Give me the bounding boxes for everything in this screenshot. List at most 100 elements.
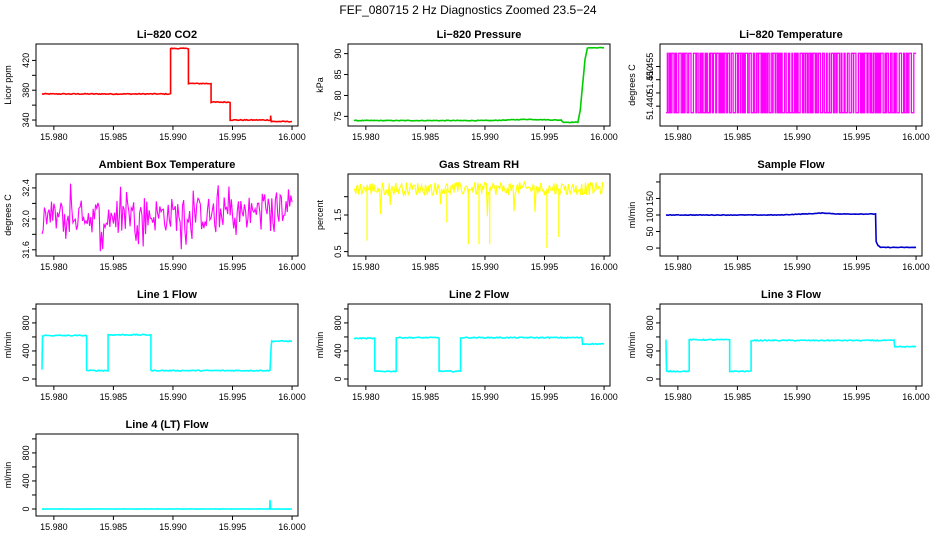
x-tick-label: 16.000: [902, 392, 930, 402]
plot-frame: [35, 173, 299, 257]
y-tick-label: 0: [21, 376, 31, 381]
chart-panel: Sample Flow ml/min 15.980 15.985 15.990 15.99…: [627, 159, 930, 272]
x-tick-label: 15.990: [159, 522, 187, 532]
y-tick-label: 100: [645, 207, 655, 222]
chart-panel: Li−820 Temperature degrees C 15.980 15.985 1…: [627, 29, 930, 142]
series-line: [665, 338, 917, 373]
y-tick-label: 75: [333, 111, 343, 121]
x-tick-label: 15.985: [100, 262, 128, 272]
chart-title: Line 1 Flow: [137, 289, 197, 301]
chart-panel: Ambient Box Temperature degrees C 15.980 15…: [3, 159, 306, 272]
y-axis-label: percent: [315, 199, 325, 230]
x-tick-label: 15.995: [843, 262, 871, 272]
y-tick-label: 380: [21, 83, 31, 98]
plot-frame: [35, 303, 299, 387]
series-line: [41, 183, 293, 252]
x-tick-label: 16.000: [902, 132, 930, 142]
series-line: [353, 46, 605, 124]
y-tick-label: 0: [21, 506, 31, 511]
x-tick-label: 15.990: [159, 262, 187, 272]
y-tick-label: 80: [333, 90, 343, 100]
series-line: [41, 47, 293, 123]
x-tick-label: 15.985: [724, 132, 752, 142]
chart-title: Sample Flow: [757, 159, 825, 171]
x-tick-label: 15.980: [352, 132, 380, 142]
chart-title: Ambient Box Temperature: [99, 159, 236, 171]
x-tick-label: 15.995: [219, 392, 247, 402]
y-tick-label: 0: [333, 376, 343, 381]
series-line: [353, 336, 605, 373]
x-tick-label: 15.980: [40, 522, 68, 532]
chart-title: Line 3 Flow: [761, 289, 821, 301]
y-axis-label: ml/min: [627, 332, 637, 359]
x-tick-label: 15.980: [664, 262, 692, 272]
x-tick-label: 15.995: [219, 522, 247, 532]
x-tick-label: 15.990: [783, 262, 811, 272]
series-group: [353, 336, 605, 373]
x-tick-label: 15.990: [471, 262, 499, 272]
series-group: [41, 333, 293, 372]
y-tick-label: 800: [21, 315, 31, 330]
y-tick-label: 51.455: [645, 53, 655, 81]
x-tick-label: 15.980: [664, 392, 692, 402]
y-tick-label: 420: [21, 53, 31, 68]
x-tick-label: 16.000: [278, 522, 306, 532]
x-tick-label: 16.000: [590, 262, 618, 272]
x-tick-label: 15.995: [843, 132, 871, 142]
plot-frame: [659, 43, 923, 127]
x-tick-label: 15.995: [219, 262, 247, 272]
x-tick-label: 15.990: [159, 132, 187, 142]
series-group: [41, 47, 293, 123]
chart-title: Line 4 (LT) Flow: [126, 419, 209, 431]
x-tick-label: 15.995: [531, 392, 559, 402]
y-tick-label: 90: [333, 49, 343, 59]
y-tick-label: 800: [333, 315, 343, 330]
y-tick-label: 32.0: [21, 210, 31, 228]
x-tick-label: 15.995: [843, 392, 871, 402]
y-axis-label: degrees C: [627, 64, 637, 106]
x-tick-label: 16.000: [590, 392, 618, 402]
y-tick-label: 31.6: [21, 241, 31, 259]
x-tick-label: 15.995: [219, 132, 247, 142]
y-tick-label: 50: [645, 227, 655, 237]
y-tick-label: 85: [333, 70, 343, 80]
series-group: [41, 183, 293, 252]
chart-title: Line 2 Flow: [449, 289, 509, 301]
x-tick-label: 15.985: [724, 262, 752, 272]
plot-frame: [35, 43, 299, 127]
series-line: [41, 333, 293, 372]
y-tick-label: 340: [21, 113, 31, 128]
x-tick-label: 15.985: [100, 522, 128, 532]
x-tick-label: 16.000: [278, 262, 306, 272]
x-tick-label: 15.985: [412, 132, 440, 142]
x-tick-label: 15.985: [412, 262, 440, 272]
plot-frame: [347, 43, 611, 127]
y-axis-label: ml/min: [3, 462, 13, 489]
x-tick-label: 15.995: [531, 132, 559, 142]
y-axis-label: Licor ppm: [3, 65, 13, 105]
plot-frame: [35, 433, 299, 517]
x-tick-label: 15.985: [724, 392, 752, 402]
y-axis-label: degrees C: [3, 194, 13, 236]
y-tick-label: 51.440: [645, 92, 655, 120]
chart-panel: Li−820 CO2 Licor ppm 15.980 15.985 15.990 15.…: [3, 29, 306, 142]
x-tick-label: 15.980: [352, 392, 380, 402]
plot-frame: [659, 303, 923, 387]
chart-title: Gas Stream RH: [439, 159, 519, 171]
y-tick-label: 150: [645, 191, 655, 206]
x-tick-label: 15.980: [40, 392, 68, 402]
series-line: [665, 52, 917, 114]
series-group: [665, 212, 917, 249]
x-tick-label: 15.990: [471, 392, 499, 402]
chart-panel: Line 4 (LT) Flow ml/min 15.980 15.985 15.990…: [3, 419, 306, 532]
series-group: [665, 52, 917, 114]
x-tick-label: 15.980: [40, 132, 68, 142]
x-tick-label: 15.985: [412, 392, 440, 402]
x-tick-label: 15.990: [783, 392, 811, 402]
chart-title: Li−820 CO2: [137, 29, 197, 41]
y-axis-label: ml/min: [315, 332, 325, 359]
y-tick-label: 32.4: [21, 179, 31, 197]
chart-panel: Line 1 Flow ml/min 15.980 15.985 15.990 15.99…: [3, 289, 306, 402]
